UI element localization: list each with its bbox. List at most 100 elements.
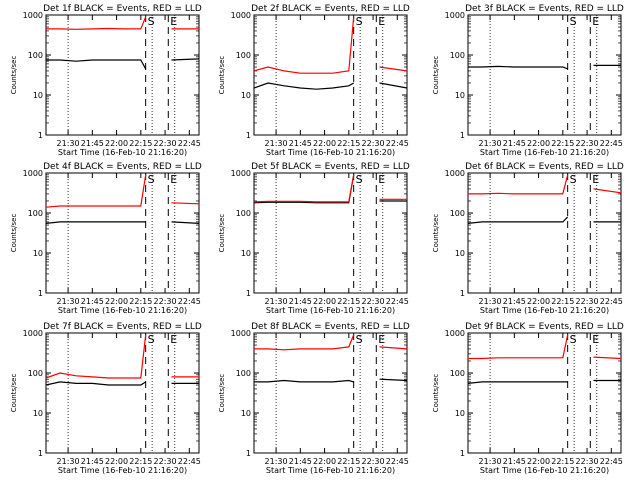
- panel-6-xtick-label-1: 21:45: [503, 297, 526, 306]
- panel-9-marker-label-E: E: [592, 333, 599, 346]
- panel-4-ytick-label-0: 1: [38, 289, 43, 298]
- panel-9-ytick-label-1: 10: [455, 409, 465, 418]
- panel-3-ytick-label-2: 100: [450, 51, 465, 60]
- panel-3-xtick-label-2: 22:00: [527, 139, 550, 148]
- panel-6-xtick-label-5: 22:45: [600, 297, 623, 306]
- panel-8-series-2-segment-1: [254, 334, 355, 351]
- panel-7-xtick-label-0: 21:30: [57, 457, 80, 466]
- panel-6-xtick-label-0: 21:30: [479, 297, 502, 306]
- panel-6-series-2-segment-1: [468, 174, 569, 195]
- panel-4-xtick-label-2: 22:00: [105, 297, 128, 306]
- panel-3-xtick-label-1: 21:45: [503, 139, 526, 148]
- panel-4-ylabel: Counts/sec: [10, 214, 18, 253]
- panel-8-ylabel: Counts/sec: [218, 374, 226, 413]
- panel-7-xtick-label-2: 22:00: [105, 457, 128, 466]
- panel-6-marker-label-E: E: [592, 173, 599, 186]
- panel-1-xtick-label-3: 22:15: [129, 139, 152, 148]
- panel-6-ylabel: Counts/sec: [432, 214, 440, 253]
- panel-4-xtick-label-0: 21:30: [57, 297, 80, 306]
- panel-4-xtick-label-3: 22:15: [129, 297, 152, 306]
- panel-6-ytick-label-3: 1000: [445, 169, 465, 178]
- panel-9-series-1-segment-1: [467, 381, 568, 384]
- panel-4-title: Det 4f BLACK = Events, RED = LLD: [43, 162, 202, 172]
- panel-7-marker-label-S: S: [148, 333, 155, 346]
- panel-1-xtick-label-5: 22:45: [178, 139, 201, 148]
- panel-9-xtick-label-2: 22:00: [527, 457, 550, 466]
- panel-6-series-1-segment-1: [467, 216, 569, 224]
- panel-3-xtick-label-3: 22:15: [551, 139, 574, 148]
- panel-2-xtick-label-1: 21:45: [289, 139, 312, 148]
- panel-2-xtick-label-4: 22:30: [362, 139, 385, 148]
- panel-5-frame: [253, 172, 408, 294]
- panel-2-frame: [253, 14, 408, 136]
- panel-5-ylabel: Counts/sec: [218, 214, 226, 253]
- panel-4-ytick-label-1: 10: [33, 249, 43, 258]
- panel-5-ytick-label-1: 10: [241, 249, 251, 258]
- panel-9-ytick-label-3: 1000: [445, 329, 465, 338]
- panel-3-series-1-segment-1: [468, 65, 568, 70]
- panel-8-xlabel: Start Time (16-Feb-10 21:16:20): [266, 466, 395, 475]
- panel-6-title: Det 6f BLACK = Events, RED = LLD: [465, 162, 624, 172]
- panel-5-ytick-label-3: 1000: [231, 169, 251, 178]
- panel-8-marker-label-E: E: [378, 333, 385, 346]
- panel-8-xtick-label-3: 22:15: [337, 457, 360, 466]
- panel-5-xtick-label-4: 22:30: [362, 297, 385, 306]
- panel-1-ytick-label-0: 1: [38, 131, 43, 140]
- panel-6-marker-label-S: S: [570, 173, 577, 186]
- panel-1-xlabel: Start Time (16-Feb-10 21:16:20): [58, 148, 187, 157]
- panel-4-series-1-segment-1: [45, 221, 146, 224]
- panel-1-xtick-label-2: 22:00: [105, 139, 128, 148]
- panel-4-xtick-label-5: 22:45: [178, 297, 201, 306]
- panel-3-marker-label-E: E: [592, 15, 599, 28]
- panel-9-xtick-label-3: 22:15: [551, 457, 574, 466]
- panel-6-ytick-label-1: 10: [455, 249, 465, 258]
- panel-6-xtick-label-2: 22:00: [527, 297, 550, 306]
- panel-1-xtick-label-4: 22:30: [154, 139, 177, 148]
- panel-5-marker-label-S: S: [356, 173, 363, 186]
- panel-8-xtick-label-2: 22:00: [313, 457, 336, 466]
- panel-7-ytick-label-0: 1: [38, 449, 43, 458]
- panel-5-xtick-label-3: 22:15: [337, 297, 360, 306]
- panel-7-series-2-segment-1: [45, 334, 147, 379]
- panel-7-ylabel: Counts/sec: [10, 374, 18, 413]
- panel-2-xtick-label-3: 22:15: [337, 139, 360, 148]
- panel-5-xtick-label-0: 21:30: [265, 297, 288, 306]
- panel-5-series-2-segment-1: [253, 174, 355, 203]
- panel-2-ytick-label-2: 100: [236, 51, 251, 60]
- panel-1-ytick-label-3: 1000: [23, 11, 43, 20]
- panel-8-series-2-segment-2: [379, 346, 408, 350]
- panel-3-ylabel: Counts/sec: [432, 56, 440, 95]
- panel-9-xtick-label-0: 21:30: [479, 457, 502, 466]
- panel-8-title: Det 8f BLACK = Events, RED = LLD: [251, 322, 410, 332]
- panel-4-marker-label-S: S: [148, 173, 155, 186]
- panel-9-xtick-label-1: 21:45: [503, 457, 526, 466]
- panel-4-marker-label-E: E: [170, 173, 177, 186]
- panel-5-xlabel: Start Time (16-Feb-10 21:16:20): [266, 306, 395, 315]
- panel-1-xtick-label-1: 21:45: [81, 139, 104, 148]
- panel-3-xlabel: Start Time (16-Feb-10 21:16:20): [480, 148, 609, 157]
- panel-2-marker-label-E: E: [378, 15, 385, 28]
- panel-1-series-1-segment-1: [46, 59, 147, 70]
- panel-1-ylabel: Counts/sec: [10, 56, 18, 95]
- panel-9-xtick-label-5: 22:45: [600, 457, 623, 466]
- panel-3-ytick-label-1: 10: [455, 91, 465, 100]
- panel-6-xtick-label-3: 22:15: [551, 297, 574, 306]
- panel-9-xtick-label-4: 22:30: [576, 457, 599, 466]
- panel-1-ytick-label-2: 100: [28, 51, 43, 60]
- panel-9-ytick-label-0: 1: [460, 449, 465, 458]
- panel-1-frame: [45, 14, 200, 136]
- panel-2-xtick-label-5: 22:45: [386, 139, 409, 148]
- panel-1-marker-label-S: S: [148, 15, 155, 28]
- panel-8-frame: [253, 332, 408, 454]
- panel-2-marker-label-S: S: [356, 15, 363, 28]
- panel-7-ytick-label-2: 100: [28, 369, 43, 378]
- panel-9-series-2-segment-2: [593, 356, 622, 360]
- panel-7-xtick-label-1: 21:45: [81, 457, 104, 466]
- panel-3-xtick-label-0: 21:30: [479, 139, 502, 148]
- panel-2-xtick-label-0: 21:30: [265, 139, 288, 148]
- panel-8-xtick-label-1: 21:45: [289, 457, 312, 466]
- panel-7-xtick-label-5: 22:45: [178, 457, 201, 466]
- panel-5-title: Det 5f BLACK = Events, RED = LLD: [251, 162, 410, 172]
- panel-2-series-2-segment-2: [379, 66, 408, 72]
